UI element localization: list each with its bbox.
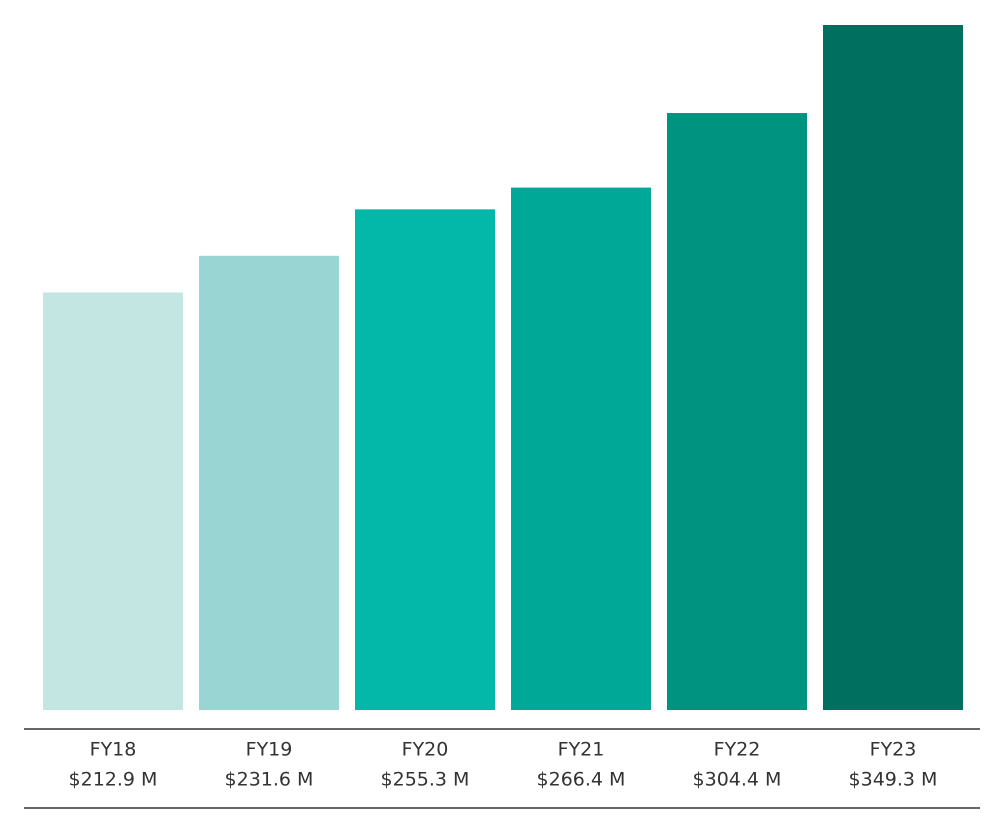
bar xyxy=(511,187,651,711)
value-label: $231.6 M xyxy=(225,769,314,791)
value-label: $349.3 M xyxy=(849,769,938,791)
value-label: $304.4 M xyxy=(693,769,782,791)
bar xyxy=(823,25,963,710)
bar xyxy=(43,292,183,710)
value-label: $255.3 M xyxy=(381,769,470,791)
value-label: $266.4 M xyxy=(537,769,626,791)
x-tick-label: FY21 xyxy=(558,739,605,761)
x-tick-label: FY18 xyxy=(90,739,137,761)
x-tick-label: FY20 xyxy=(402,739,449,761)
bar xyxy=(355,209,495,711)
value-label: $212.9 M xyxy=(69,769,158,791)
bar xyxy=(667,113,807,710)
x-tick-label: FY22 xyxy=(714,739,761,761)
x-tick-label: FY19 xyxy=(246,739,293,761)
bar xyxy=(199,255,339,710)
x-tick-label: FY23 xyxy=(870,739,917,761)
